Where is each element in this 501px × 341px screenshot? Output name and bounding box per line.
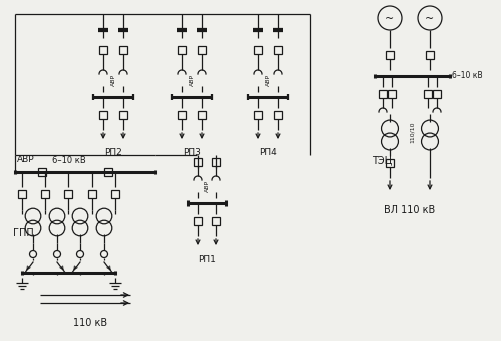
Text: АВР: АВР [110,74,115,86]
Text: РП2: РП2 [104,148,122,157]
Text: ТЭЦ: ТЭЦ [371,155,391,165]
Bar [211,158,219,166]
Bar [274,111,282,119]
Bar [119,46,127,54]
Text: ГПП: ГПП [13,228,34,238]
Bar [385,159,393,167]
Bar [385,51,393,59]
Bar [432,90,440,98]
Bar [111,190,119,198]
Bar [423,90,431,98]
Bar [64,190,72,198]
Bar [254,111,262,119]
Bar [99,111,107,119]
Bar [193,158,201,166]
Text: РП4: РП4 [259,148,277,157]
Text: ~: ~ [385,14,394,24]
Text: ~: ~ [424,14,434,24]
Bar [211,217,219,225]
Text: 110/10: 110/10 [409,121,414,143]
Text: АВР: АВР [189,74,194,86]
Bar [178,111,186,119]
Bar [178,46,186,54]
Text: АВР: АВР [265,74,270,86]
Bar [99,46,107,54]
Text: 110 кВ: 110 кВ [73,318,107,328]
Bar [104,168,112,176]
Bar [18,190,26,198]
Text: АВР: АВР [204,180,209,192]
Bar [254,46,262,54]
Text: АВР: АВР [17,155,35,164]
Text: РП1: РП1 [198,255,215,264]
Bar [197,46,205,54]
Text: 6–10 кВ: 6–10 кВ [52,156,86,165]
Bar [387,90,395,98]
Bar [88,190,96,198]
Bar [378,90,386,98]
Bar [41,190,49,198]
Bar [193,217,201,225]
Bar [425,51,433,59]
Bar [38,168,46,176]
Bar [197,111,205,119]
Bar [274,46,282,54]
Text: 6–10 кВ: 6–10 кВ [451,72,481,80]
Text: РП3: РП3 [183,148,200,157]
Bar [119,111,127,119]
Text: ВЛ 110 кВ: ВЛ 110 кВ [384,205,435,215]
